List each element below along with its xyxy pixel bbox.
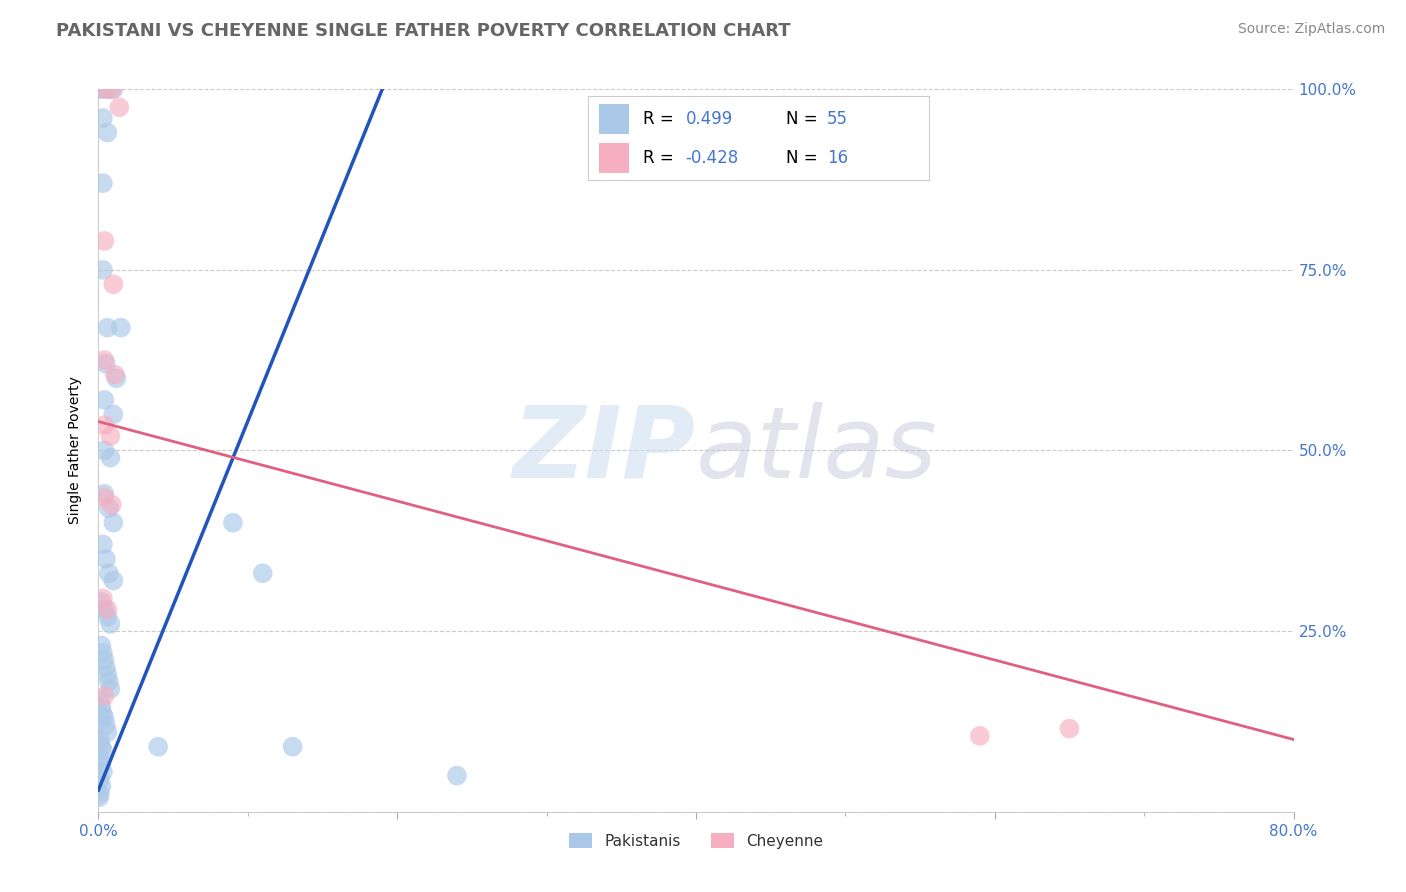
Point (93, 353, 115, 368)
Point (89, 732, 111, 747)
Point (91, 646, 114, 660)
Point (91, 537, 114, 551)
Point (91, 591, 114, 606)
Point (94, 718, 117, 732)
Point (93, 711, 115, 725)
Point (101, 498, 124, 512)
Point (103, 407, 125, 421)
Point (89, 790, 111, 805)
Point (97, 674, 120, 689)
Point (97, 82, 120, 96)
Point (96, 126, 118, 140)
Point (93, 653, 115, 667)
Point (104, 368, 127, 382)
Point (89, 772, 111, 787)
Point (103, 516, 125, 530)
Point (98, 681, 122, 696)
Point (97, 501, 120, 516)
Point (90, 739, 112, 754)
Point (96, 320, 118, 334)
Point (110, 320, 132, 334)
Point (91, 707, 114, 722)
Point (89, 750, 111, 764)
Point (148, 739, 170, 754)
Point (98, 450, 122, 465)
Point (93, 392, 115, 407)
Point (1059, 722, 1081, 736)
Point (105, 371, 128, 385)
Point (93, 82, 115, 96)
Point (96, 602, 118, 616)
Point (87, 82, 110, 96)
Text: PAKISTANI VS CHEYENNE SINGLE FATHER POVERTY CORRELATION CHART: PAKISTANI VS CHEYENNE SINGLE FATHER POVE… (56, 22, 790, 40)
Point (93, 602, 115, 616)
Point (103, 82, 125, 96)
Y-axis label: Single Father Poverty: Single Father Poverty (69, 376, 83, 524)
Point (98, 616, 122, 631)
Point (91, 176, 114, 190)
Point (90, 639, 112, 653)
Point (281, 739, 304, 754)
Point (108, 100, 131, 114)
Point (969, 729, 991, 743)
Legend: Pakistanis, Cheyenne: Pakistanis, Cheyenne (562, 827, 830, 855)
Point (93, 443, 115, 458)
Point (94, 660, 117, 674)
Point (222, 516, 245, 530)
Point (91, 111, 114, 125)
Point (93, 418, 115, 433)
Point (93, 82, 115, 96)
Point (97, 566, 120, 581)
Point (101, 82, 124, 96)
Point (98, 429, 122, 443)
Point (90, 780, 112, 794)
Point (94, 551, 117, 566)
Point (103, 277, 125, 292)
Text: ZIP: ZIP (513, 402, 696, 499)
Point (96, 609, 118, 624)
Point (90, 595, 112, 609)
Point (91, 262, 114, 277)
Text: Source: ZipAtlas.com: Source: ZipAtlas.com (1237, 22, 1385, 37)
Point (93, 487, 115, 501)
Point (96, 667, 118, 681)
Point (91, 764, 114, 779)
Text: atlas: atlas (696, 402, 938, 499)
Point (252, 566, 274, 581)
Point (103, 574, 125, 588)
Point (90, 757, 112, 772)
Point (90, 700, 112, 714)
Point (93, 491, 115, 505)
Point (96, 725, 118, 739)
Point (93, 234, 115, 248)
Point (89, 692, 111, 706)
Point (93, 689, 115, 703)
Point (446, 769, 468, 783)
Point (94, 357, 117, 371)
Point (89, 787, 111, 801)
Point (91, 743, 114, 757)
